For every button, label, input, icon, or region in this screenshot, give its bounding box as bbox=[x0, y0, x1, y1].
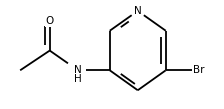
Text: O: O bbox=[46, 16, 54, 26]
Text: N: N bbox=[74, 65, 82, 75]
Text: H: H bbox=[74, 74, 82, 84]
Text: N: N bbox=[134, 6, 142, 16]
Text: Br: Br bbox=[193, 65, 205, 75]
